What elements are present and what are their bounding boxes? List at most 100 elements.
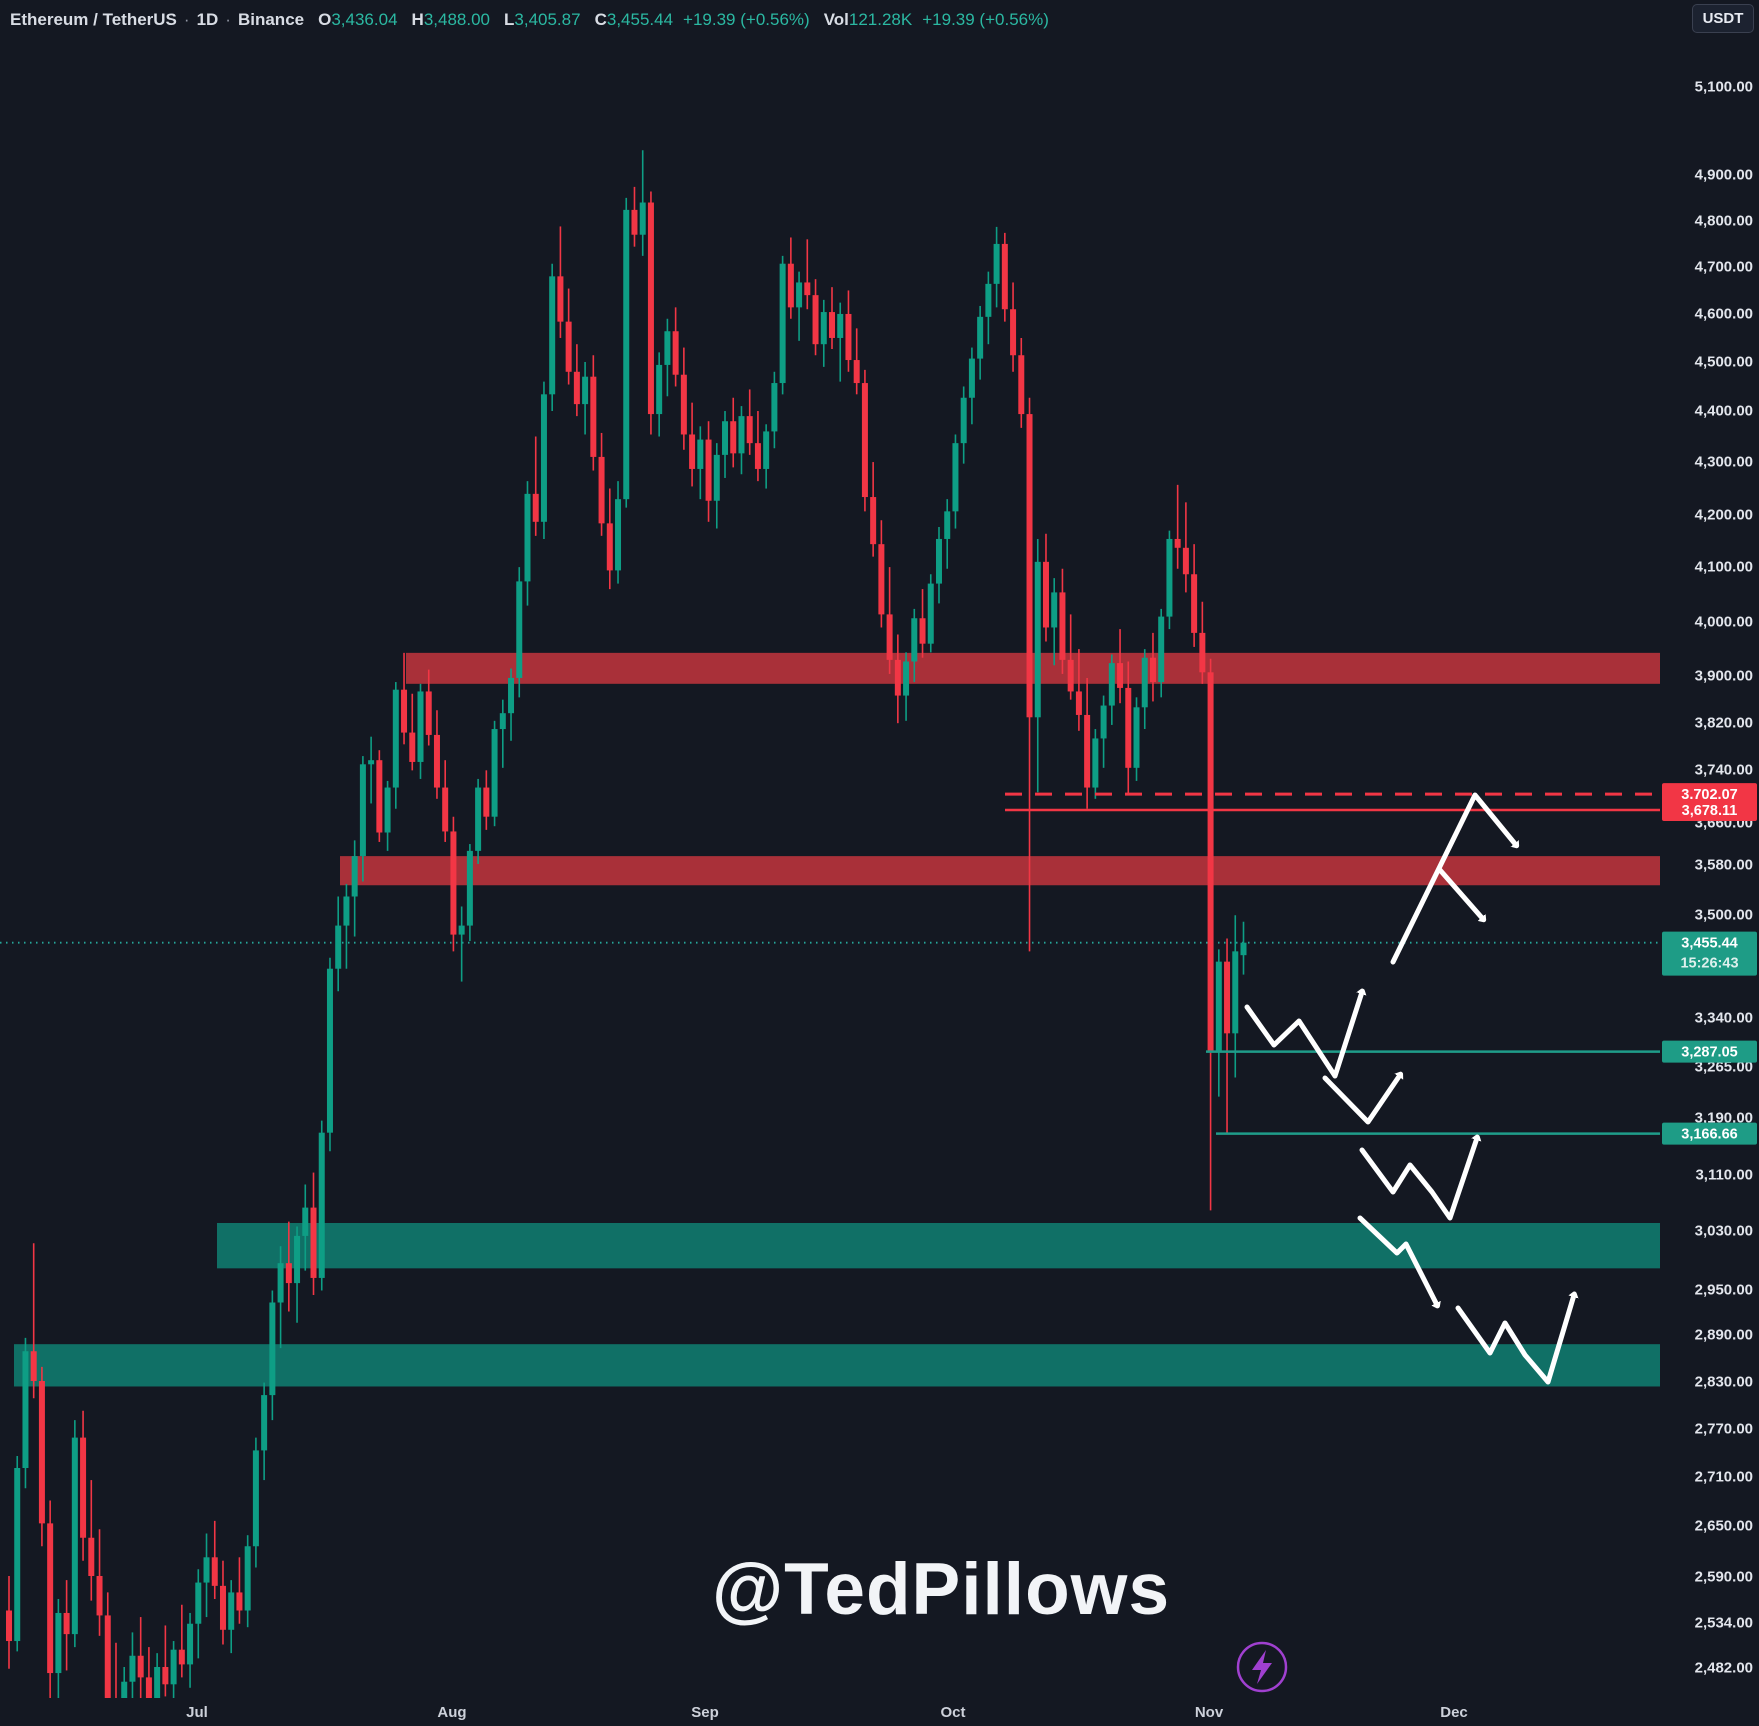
- candle-bullish: [154, 1667, 161, 1698]
- candle-bearish: [894, 659, 901, 696]
- candle-bullish: [351, 856, 358, 897]
- month-label[interactable]: Sep: [691, 1704, 719, 1721]
- candle-bullish: [417, 691, 424, 762]
- price-line-label-text: 3,287.05: [1681, 1045, 1737, 1061]
- exchange-name: Binance: [237, 10, 305, 29]
- price-tick-label: 3,900.00: [1695, 668, 1753, 685]
- candle-bearish: [565, 321, 572, 372]
- candle-bullish: [475, 787, 482, 851]
- candle-bullish: [968, 358, 975, 398]
- candle-bearish: [919, 618, 926, 644]
- candle-bullish: [771, 383, 778, 432]
- month-label[interactable]: Aug: [437, 1704, 466, 1721]
- candle-bearish: [1199, 632, 1206, 673]
- candle-bullish: [129, 1655, 136, 1682]
- candle-bearish: [590, 376, 597, 457]
- symbol-title[interactable]: Ethereum / TetherUS: [10, 10, 177, 29]
- month-label[interactable]: Nov: [1195, 1704, 1224, 1721]
- currency-toggle-button[interactable]: USDT: [1692, 4, 1754, 33]
- volume-change: +19.39 (+0.56%): [922, 10, 1049, 29]
- candle-bullish: [738, 416, 745, 454]
- low-label: L: [504, 10, 515, 29]
- candle-bearish: [1042, 561, 1049, 628]
- candle-bearish: [211, 1557, 218, 1586]
- time-axis-scale[interactable]: [0, 1698, 1660, 1726]
- demand-zone[interactable]: [14, 1344, 1660, 1387]
- candle-bullish: [269, 1302, 276, 1396]
- supply-zone[interactable]: [340, 856, 1660, 886]
- candle-bullish: [1215, 961, 1222, 1052]
- candle-bullish: [582, 376, 589, 405]
- price-tick-label: 2,482.00: [1695, 1660, 1753, 1677]
- candle-bearish: [730, 421, 737, 454]
- candle-bearish: [829, 312, 835, 338]
- month-label[interactable]: Jul: [186, 1704, 208, 1721]
- candle-bearish: [1191, 574, 1198, 633]
- candle-bullish: [508, 677, 515, 714]
- candle-bullish: [911, 618, 918, 662]
- candle-bearish: [804, 282, 811, 296]
- candle-bullish: [820, 312, 827, 345]
- price-tick-label: 4,500.00: [1695, 354, 1753, 371]
- price-tick-label: 4,300.00: [1695, 454, 1753, 471]
- candle-bullish: [55, 1612, 62, 1674]
- candle-bearish: [689, 434, 696, 469]
- candle-bullish: [615, 499, 622, 571]
- month-label[interactable]: Dec: [1440, 1704, 1468, 1721]
- candle-bullish: [623, 209, 630, 500]
- candle-bullish: [1108, 663, 1115, 706]
- chart-header: Ethereum / TetherUS · 1D · Binance O 3,4…: [10, 8, 1049, 32]
- price-tick-label: 3,820.00: [1695, 715, 1753, 732]
- price-tick-label: 4,000.00: [1695, 614, 1753, 631]
- candle-bearish: [30, 1351, 37, 1381]
- candle-bullish: [944, 511, 951, 539]
- supply-zone[interactable]: [406, 652, 1660, 684]
- candle-bearish: [1026, 414, 1033, 718]
- candle-bullish: [977, 316, 984, 359]
- candle-bearish: [705, 439, 712, 501]
- projection-arrow[interactable]: [1455, 1295, 1574, 1385]
- candle-bullish: [960, 397, 967, 444]
- price-tick-label: 3,110.00: [1695, 1167, 1753, 1184]
- projection-arrow[interactable]: [1437, 867, 1483, 919]
- candle-bearish: [812, 295, 819, 345]
- candle-bullish: [993, 243, 1000, 284]
- candle-bullish: [1240, 942, 1247, 956]
- candle-bearish: [376, 760, 383, 833]
- candle-bullish: [261, 1395, 268, 1451]
- candle-bullish: [549, 276, 556, 395]
- timeframe[interactable]: 1D: [196, 10, 219, 29]
- projection-arrow[interactable]: [1390, 792, 1516, 965]
- header-separator: ·: [225, 10, 231, 29]
- month-label[interactable]: Oct: [940, 1704, 965, 1721]
- projection-arrow[interactable]: [1357, 1215, 1437, 1305]
- candle-bearish: [285, 1263, 292, 1284]
- price-tick-label: 3,340.00: [1695, 1010, 1753, 1027]
- current-price-label: [1662, 931, 1757, 976]
- projection-arrow[interactable]: [1322, 1075, 1400, 1125]
- candle-bearish: [1018, 355, 1025, 415]
- candle-bearish: [672, 331, 679, 375]
- candle-bearish: [96, 1576, 103, 1616]
- candle-bullish: [639, 202, 646, 235]
- candle-bullish: [516, 581, 523, 678]
- candle-bullish: [277, 1263, 284, 1303]
- candle-bearish: [38, 1381, 45, 1524]
- projection-arrow[interactable]: [1244, 992, 1362, 1079]
- candle-bearish: [1001, 243, 1008, 310]
- flash-icon[interactable]: [1236, 1641, 1288, 1693]
- header-separator: ·: [183, 10, 190, 29]
- candle-bullish: [952, 443, 959, 512]
- candle-bearish: [442, 787, 449, 832]
- candle-bearish: [746, 416, 753, 444]
- candle-bullish: [252, 1450, 259, 1547]
- candle-bullish: [384, 787, 391, 833]
- candle-bearish: [787, 263, 794, 308]
- demand-zone[interactable]: [217, 1223, 1660, 1269]
- price-tick-label: 5,100.00: [1695, 79, 1753, 96]
- candle-bullish: [294, 1235, 301, 1284]
- candle-bullish: [466, 850, 473, 926]
- projection-arrow[interactable]: [1359, 1138, 1477, 1221]
